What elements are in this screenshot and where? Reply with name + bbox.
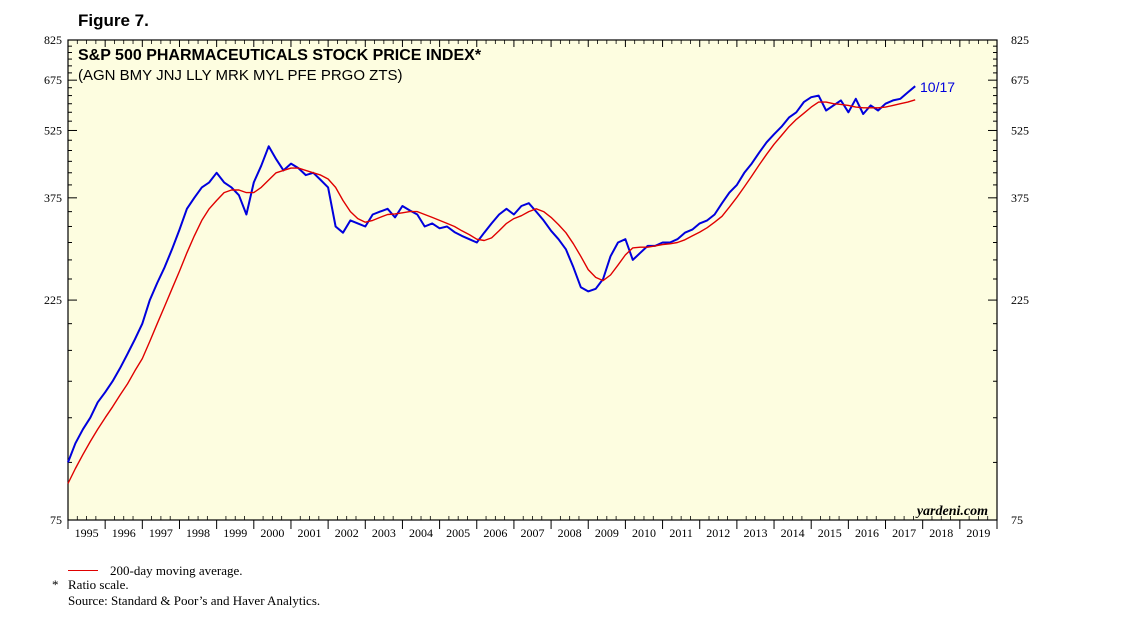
x-tick-label: 2003 [372,526,396,540]
x-tick-label: 2013 [743,526,767,540]
y-tick-label-left: 825 [44,33,62,47]
x-tick-label: 2000 [260,526,284,540]
x-tick-label: 2016 [855,526,879,540]
x-tick-label: 2014 [781,526,805,540]
y-tick-label-left: 75 [50,513,62,527]
plot-background [67,39,998,521]
y-tick-label-right: 525 [1011,123,1029,137]
x-tick-label: 2018 [929,526,953,540]
y-tick-label-right: 675 [1011,73,1029,87]
ratio-marker: * [52,577,59,592]
x-tick-label: 2017 [892,526,916,540]
x-tick-label: 1995 [75,526,99,540]
x-tick-label: 2002 [335,526,359,540]
chart-title: S&P 500 PHARMACEUTICALS STOCK PRICE INDE… [78,47,482,64]
x-tick-label: 2004 [409,526,433,540]
x-tick-label: 2006 [483,526,507,540]
y-tick-label-left: 375 [44,191,62,205]
chart-subtitle: (AGN BMY JNJ LLY MRK MYL PFE PRGO ZTS) [78,67,403,84]
y-tick-label-right: 225 [1011,293,1029,307]
axis-ticks [67,39,998,529]
x-tick-label: 2009 [595,526,619,540]
x-tick-label: 1997 [149,526,173,540]
x-tick-label: 2011 [669,526,693,540]
y-tick-labels: 75 75 225 225 375 375 525 525 675 675 825 825 [44,33,1029,527]
x-tick-label: 2005 [446,526,470,540]
x-tick-label: 2010 [632,526,656,540]
x-tick-label: 2008 [558,526,582,540]
x-tick-label: 2012 [706,526,730,540]
x-tick-label: 2019 [966,526,990,540]
watermark: yardeni.com [915,504,988,519]
ratio-note: Ratio scale. [68,577,129,592]
source-note: Source: Standard & Poor’s and Haver Anal… [68,593,321,608]
y-tick-label-left: 675 [44,73,62,87]
y-tick-label-right: 825 [1011,33,1029,47]
x-tick-label: 2015 [818,526,842,540]
ma-legend-swatch [68,570,98,571]
y-tick-label-left: 525 [44,123,62,137]
last-value-label: 10/17 [920,79,955,95]
ma-legend-text: 200-day moving average. [110,563,243,578]
x-tick-label: 2007 [521,526,545,540]
y-tick-label-left: 225 [44,293,62,307]
x-tick-label: 1999 [223,526,247,540]
figure-label: Figure 7. [78,11,149,30]
x-tick-labels: 1995 1996 1997 1998 1999 2000 2001 2002 2003 2004… [75,526,991,540]
y-tick-label-right: 375 [1011,191,1029,205]
x-tick-label: 1996 [112,526,136,540]
y-tick-label-right: 75 [1011,513,1023,527]
series-layer [67,85,916,484]
x-tick-label: 2001 [298,526,322,540]
x-tick-label: 1998 [186,526,210,540]
